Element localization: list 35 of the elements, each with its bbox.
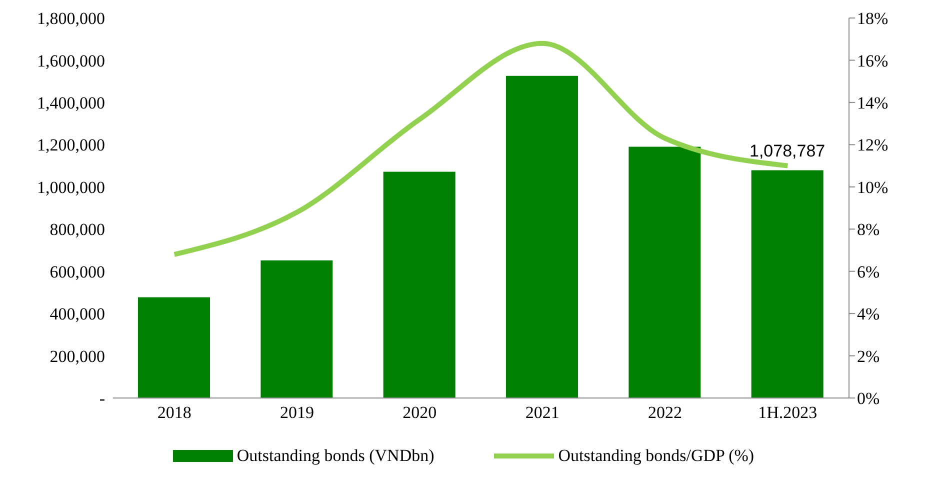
y2-tick-label: 8% (857, 220, 880, 240)
y-tick-label: - (99, 389, 106, 408)
bar (138, 297, 210, 398)
y-tick-label: 1,000,000 (37, 178, 105, 197)
bar (506, 76, 578, 398)
y-tick-label: 1,400,000 (37, 93, 105, 112)
x-tick-label: 2020 (402, 403, 437, 422)
y2-tick-label: 14% (857, 93, 888, 112)
data-label: 1,078,787 (750, 141, 826, 160)
y-tick-label: 800,000 (50, 220, 105, 240)
y2-tick-label: 4% (857, 304, 880, 324)
y2-tick-label: 2% (857, 346, 880, 366)
y2-tick-label: 16% (857, 51, 888, 70)
x-tick-label: 2019 (280, 403, 314, 422)
y2-tick-label: 10% (857, 178, 888, 197)
y-tick-label: 1,600,000 (37, 51, 105, 70)
bar (383, 172, 456, 398)
x-tick-label: 2021 (525, 403, 560, 422)
y2-tick-label: 18% (857, 9, 888, 28)
y-tick-label: 200,000 (50, 346, 105, 366)
bar (628, 146, 701, 398)
bar (751, 170, 824, 398)
y2-tick-label: 6% (857, 262, 880, 282)
legend-label: Outstanding bonds (VNDbn) (236, 446, 434, 466)
x-tick-label: 1H.2023 (758, 403, 818, 422)
y-tick-label: 1,200,000 (37, 136, 105, 155)
y-tick-label: 1,800,000 (37, 9, 105, 28)
legend-label: Outstanding bonds/GDP (%) (558, 446, 754, 466)
y2-tick-label: 12% (857, 136, 888, 155)
y-tick-label: 600,000 (50, 262, 105, 282)
bar (260, 260, 333, 398)
x-tick-label: 2018 (157, 403, 192, 422)
x-tick-label: 2022 (648, 403, 682, 422)
y-tick-label: 400,000 (50, 304, 105, 324)
y2-tick-label: 0% (857, 389, 880, 408)
